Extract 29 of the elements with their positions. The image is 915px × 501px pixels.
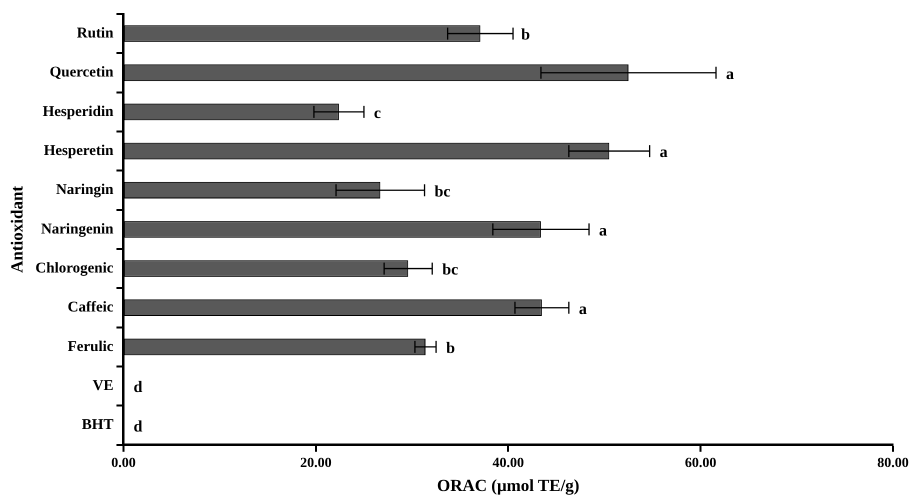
y-tick-label: Chlorogenic bbox=[35, 260, 114, 276]
annotation: b bbox=[521, 26, 530, 44]
y-tick-label: VE bbox=[92, 378, 114, 394]
annotation: a bbox=[578, 300, 587, 318]
y-tick-label: Rutin bbox=[76, 25, 114, 42]
annotation: d bbox=[133, 418, 142, 436]
annotation: a bbox=[660, 144, 668, 162]
annotation: a bbox=[599, 222, 608, 240]
y-tick-label: Hesperidin bbox=[42, 104, 114, 120]
y-tick-label: BHT bbox=[82, 417, 114, 434]
x-tick-label: 40.00 bbox=[492, 456, 524, 471]
annotation: d bbox=[133, 379, 142, 396]
x-tick-label: 60.00 bbox=[684, 456, 716, 471]
y-tick-label: Hesperetin bbox=[44, 142, 114, 159]
annotation: c bbox=[374, 105, 382, 122]
x-tick-label: 20.00 bbox=[300, 456, 332, 471]
x-tick-label: 80.00 bbox=[877, 456, 909, 471]
y-axis-title: Antioxidant bbox=[8, 186, 27, 273]
x-tick-label: 0.00 bbox=[111, 456, 136, 471]
y-tick-label: Quercetin bbox=[50, 64, 114, 81]
annotation: bc bbox=[434, 183, 451, 200]
y-tick-label: Ferulic bbox=[68, 338, 114, 355]
annotation: a bbox=[726, 66, 734, 83]
y-tick-label: Naringin bbox=[56, 182, 114, 198]
y-tick-label: Naringenin bbox=[40, 221, 114, 238]
annotation: bc bbox=[442, 262, 458, 279]
y-tick-label: Caffeic bbox=[68, 300, 114, 316]
annotation: b bbox=[446, 340, 456, 358]
x-axis-title: ORAC (μmol TE/g) bbox=[436, 476, 580, 496]
